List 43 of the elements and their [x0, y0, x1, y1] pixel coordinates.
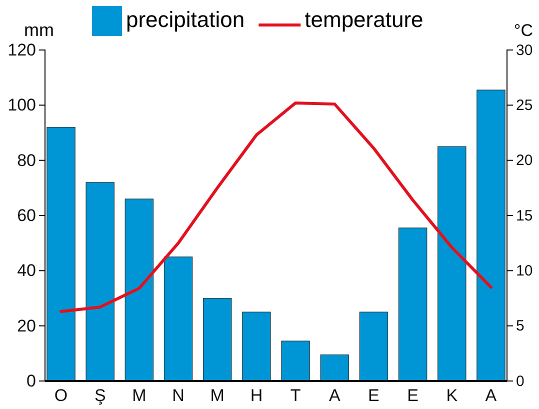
x-tick-label: A — [485, 386, 498, 406]
bar — [359, 312, 388, 382]
line-series — [60, 101, 492, 313]
bar — [476, 90, 506, 382]
x-tick-label: M — [132, 386, 146, 406]
y2-tick-label: 0 — [516, 372, 524, 390]
x-tick-label: A — [328, 386, 341, 406]
x-tick-label: N — [172, 386, 184, 406]
y2-tick-label: 30 — [516, 42, 533, 59]
bar — [124, 198, 154, 382]
y2-tick-label: 15 — [516, 207, 533, 224]
x-tick-label: H — [250, 386, 263, 406]
bar — [164, 256, 193, 382]
y-axis-title: mm — [24, 20, 54, 40]
y2-tick-label: 20 — [516, 152, 533, 170]
x-tick-label: Ş — [94, 386, 106, 406]
bar — [46, 126, 76, 382]
legend-label: precipitation — [126, 7, 245, 32]
x-tick-label: E — [407, 386, 418, 406]
bar — [86, 182, 114, 382]
y2-axis-title: °C — [514, 21, 533, 40]
y2-tick-label: 25 — [516, 96, 533, 114]
bar — [320, 354, 349, 382]
y-tick-label: 100 — [8, 96, 36, 115]
bar — [438, 146, 466, 382]
x-tick-label: T — [290, 386, 301, 406]
bar — [203, 298, 232, 382]
y-tick-label: 60 — [17, 206, 36, 225]
y2-tick-label: 5 — [516, 318, 524, 335]
y-tick-label: 120 — [8, 40, 36, 60]
bar — [398, 228, 428, 382]
bar — [281, 340, 310, 382]
x-tick-label: O — [54, 386, 68, 406]
y-tick-label: 80 — [17, 150, 36, 170]
y2-tick-label: 10 — [516, 262, 533, 280]
x-tick-label: K — [446, 386, 458, 406]
y-tick-label: 0 — [26, 371, 36, 390]
y-tick-label: 20 — [17, 316, 36, 336]
x-tick-label: E — [368, 386, 380, 406]
y-tick-label: 40 — [17, 261, 36, 280]
x-tick-label: M — [210, 386, 224, 406]
legend-label: temperature — [304, 7, 424, 32]
bar — [242, 312, 271, 382]
